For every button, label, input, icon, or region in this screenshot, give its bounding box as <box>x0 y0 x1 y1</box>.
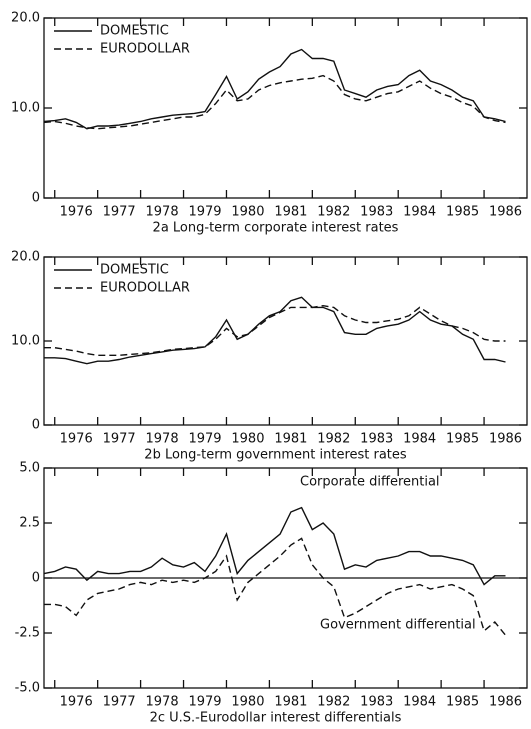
data-line <box>43 506 506 586</box>
legend-label: EURODOLLAR <box>100 281 190 296</box>
x-tick-label: 1978 <box>146 695 179 710</box>
chart-title: 2b Long-term government interest rates <box>144 448 407 463</box>
data-line <box>43 74 506 130</box>
x-tick-label: 1982 <box>317 205 350 220</box>
x-tick-label: 1984 <box>403 432 436 447</box>
x-tick-label: 1977 <box>103 205 136 220</box>
y-tick-label: 0 <box>32 191 40 206</box>
legend-label: DOMESTIC <box>100 263 169 278</box>
x-tick-label: 1981 <box>274 205 307 220</box>
x-tick-label: 1978 <box>146 432 179 447</box>
x-tick-label: 1982 <box>317 695 350 710</box>
annotation: Corporate differential <box>300 475 440 490</box>
legend-label: EURODOLLAR <box>100 42 190 57</box>
x-tick-label: 1980 <box>231 205 264 220</box>
x-tick-label: 1980 <box>231 695 264 710</box>
x-tick-label: 1986 <box>489 695 522 710</box>
chart-title: 2a Long-term corporate interest rates <box>153 221 399 236</box>
x-tick-label: 1985 <box>446 695 479 710</box>
y-tick-label: -5.0 <box>15 681 40 696</box>
x-tick-label: 1985 <box>446 432 479 447</box>
y-tick-label: 10.0 <box>11 334 40 349</box>
data-line <box>44 537 507 636</box>
x-tick-label: 1983 <box>360 695 393 710</box>
y-tick-label: 10.0 <box>11 101 40 116</box>
x-tick-label: 1979 <box>188 432 221 447</box>
x-tick-label: 1977 <box>103 695 136 710</box>
x-tick-label: 1986 <box>489 205 522 220</box>
chart-title: 2c U.S.-Eurodollar interest differential… <box>150 711 402 726</box>
annotation: Government differential <box>320 618 476 633</box>
y-tick-label: 0 <box>32 418 40 433</box>
x-tick-label: 1985 <box>446 205 479 220</box>
data-line <box>43 48 506 130</box>
x-tick-label: 1984 <box>403 205 436 220</box>
y-tick-label: -2.5 <box>15 626 40 641</box>
data-line <box>44 304 506 356</box>
x-tick-label: 1981 <box>274 432 307 447</box>
x-tick-label: 1979 <box>188 695 221 710</box>
x-tick-label: 1983 <box>360 205 393 220</box>
x-tick-label: 1976 <box>60 432 93 447</box>
y-tick-label: 2.5 <box>19 516 40 531</box>
y-tick-label: 5.0 <box>19 461 40 476</box>
x-tick-label: 1983 <box>360 432 393 447</box>
x-tick-label: 1986 <box>489 432 522 447</box>
x-tick-label: 1978 <box>146 205 179 220</box>
y-tick-label: 0 <box>32 571 40 586</box>
y-tick-label: 20.0 <box>11 11 40 26</box>
x-tick-label: 1982 <box>317 432 350 447</box>
x-tick-label: 1980 <box>231 432 264 447</box>
x-tick-label: 1976 <box>60 205 93 220</box>
x-tick-label: 1984 <box>403 695 436 710</box>
x-tick-label: 1979 <box>188 205 221 220</box>
x-tick-label: 1976 <box>60 695 93 710</box>
x-tick-label: 1981 <box>274 695 307 710</box>
data-line <box>44 296 506 365</box>
legend-label: DOMESTIC <box>100 24 169 39</box>
x-tick-label: 1977 <box>103 432 136 447</box>
y-tick-label: 20.0 <box>11 250 40 265</box>
